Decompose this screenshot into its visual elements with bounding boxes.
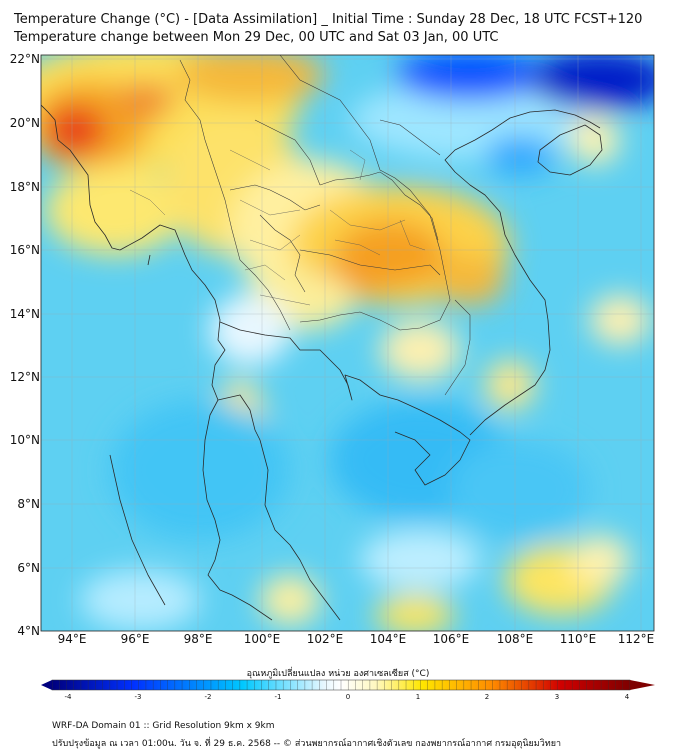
colorbar-tick-label: -4 [64, 693, 72, 701]
colorbar-tick-label: 3 [554, 693, 560, 701]
temperature-field [41, 55, 654, 631]
colorbar-min-arrow [41, 680, 52, 690]
colorbar-max-arrow [630, 680, 655, 690]
lon-label: 96°E [120, 632, 150, 646]
lon-label: 104°E [369, 632, 407, 646]
country-borders [179, 55, 471, 396]
map-frame [40, 54, 655, 632]
lon-label: 102°E [306, 632, 344, 646]
lat-label: 4°N [17, 624, 40, 638]
colorbar-tick-label: 1 [415, 693, 421, 701]
lon-label: 100°E [243, 632, 281, 646]
colorbar-tick-label: 2 [484, 693, 490, 701]
map-title: Temperature Change (°C) - [Data Assimila… [14, 12, 643, 27]
lat-label: 12°N [9, 370, 40, 384]
colorbar-tick-label: -2 [204, 693, 212, 701]
lat-label: 18°N [9, 180, 40, 194]
lon-label: 106°E [432, 632, 470, 646]
lon-label: 110°E [559, 632, 597, 646]
lon-label: 98°E [183, 632, 213, 646]
footer-update-info: ปรับปรุงข้อมูล ณ เวลา 01:00น. วัน จ. ที่… [52, 739, 562, 749]
lat-label: 20°N [9, 116, 40, 130]
lat-label: 14°N [9, 307, 40, 321]
lon-label: 108°E [496, 632, 534, 646]
province-borders [129, 149, 426, 306]
lat-label: 10°N [9, 433, 40, 447]
map-subtitle: Temperature change between Mon 29 Dec, 0… [14, 30, 499, 45]
lat-label: 16°N [9, 243, 40, 257]
colorbar-tick-label: -3 [134, 693, 142, 701]
lat-label: 6°N [17, 561, 40, 575]
lon-label: 112°E [617, 632, 655, 646]
footer-model-info: WRF-DA Domain 01 :: Grid Resolution 9km … [52, 721, 275, 731]
colorbar-tick-label: -1 [274, 693, 282, 701]
colorbar-tick-label: 4 [624, 693, 630, 701]
colorbar-tick-label: 0 [345, 693, 351, 701]
lon-label: 94°E [57, 632, 87, 646]
coastlines [41, 104, 603, 621]
lat-label: 8°N [17, 497, 40, 511]
lat-label: 22°N [9, 52, 40, 66]
colorbar-title: อุณหภูมิเปลี่ยนแปลง หน่วย องศาเซลเซียส (… [246, 669, 430, 679]
colorbar [41, 679, 655, 691]
